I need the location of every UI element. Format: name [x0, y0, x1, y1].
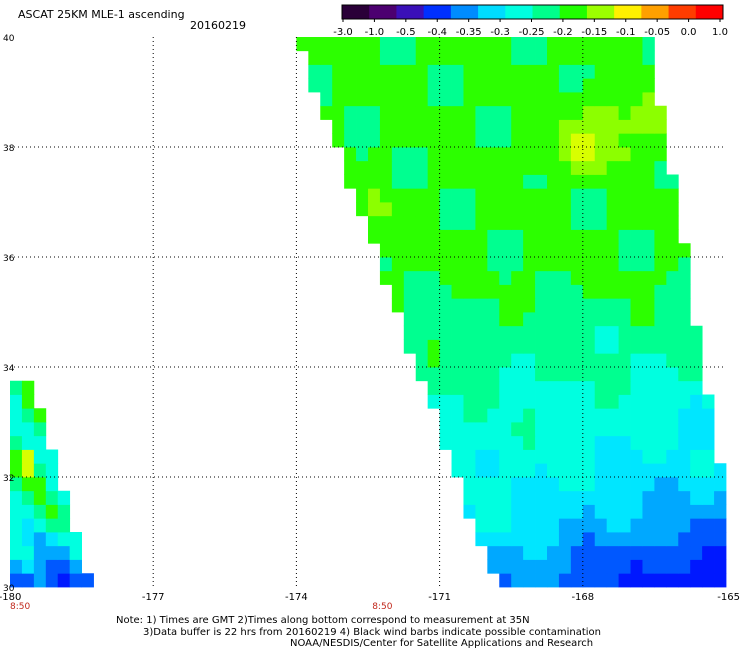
lon-tick-label: -165	[717, 592, 740, 603]
colorbar-tick-label: -0.5	[396, 27, 416, 38]
colorbar-tick-label: -3.0	[333, 27, 353, 38]
wind-swath	[10, 37, 727, 588]
colorbar-tick-label: -0.3	[490, 27, 510, 38]
colorbar-swatch	[695, 5, 724, 19]
colorbar: -3.0 -1.0 -0.5 -0.4 -0.35 -0.3 -0.25 -0.2 -0.15-…	[333, 4, 728, 38]
colorbar-swatch	[532, 5, 561, 19]
colorbar-swatch	[423, 5, 452, 19]
note-line-2: 3)Data buffer is 22 hrs from 20160219 4)…	[143, 627, 601, 638]
colorbar-swatch	[559, 5, 588, 19]
lon-tick-label: -174	[285, 592, 308, 603]
note-line-3: NOAA/NESDIS/Center for Satellite Applica…	[290, 638, 594, 649]
lon-tick-label: -177	[142, 592, 165, 603]
colorbar-swatch	[668, 5, 697, 19]
colorbar-swatch	[369, 5, 397, 19]
time-label: 8:50	[10, 602, 30, 612]
colorbar-tick-label: -0.1	[616, 27, 636, 38]
colorbar-swatch	[641, 5, 670, 19]
colorbar-tick-label: 1.0	[712, 27, 728, 38]
colorbar-tick-label: -0.4	[427, 27, 447, 38]
colorbar-swatch	[450, 5, 479, 19]
lat-tick-label: 40	[3, 34, 15, 44]
colorbar-swatch	[342, 5, 370, 19]
map-date: 20160219	[190, 19, 246, 32]
lon-tick-label: -168	[571, 592, 594, 603]
lon-tick-label: -171	[428, 592, 451, 603]
colorbar-tick-label: -1.0	[365, 27, 385, 38]
colorbar-tick-label: -0.35	[456, 27, 482, 38]
colorbar-swatch	[505, 5, 533, 19]
lon-tick-label: -180	[0, 592, 21, 603]
lat-tick-label: 32	[3, 474, 14, 484]
lat-tick-label: 34	[3, 364, 15, 374]
note-line-1: Note: 1) Times are GMT 2)Times along bot…	[116, 615, 530, 626]
colorbar-swatch	[614, 5, 642, 19]
colorbar-tick-label: -0.05	[644, 27, 670, 38]
axis-labels: 40 38 36 34 32 30-180 -177 -174 -171 -168 -165 8:50…	[0, 34, 740, 612]
lat-tick-label: 38	[3, 144, 15, 154]
colorbar-tick-label: -0.15	[581, 27, 607, 38]
colorbar-swatch	[586, 5, 615, 19]
colorbar-swatches	[341, 4, 724, 20]
time-label: 8:50	[372, 602, 392, 612]
lat-tick-label: 30	[3, 584, 15, 594]
colorbar-tick-label: -0.25	[519, 27, 545, 38]
map-title: ASCAT 25KM MLE-1 ascending	[18, 8, 185, 21]
lat-tick-label: 36	[3, 254, 15, 264]
colorbar-swatch	[396, 5, 425, 19]
colorbar-tick-label: -0.2	[553, 27, 573, 38]
colorbar-swatch	[478, 5, 506, 19]
colorbar-labels: -3.0 -1.0 -0.5 -0.4 -0.35 -0.3 -0.25 -0.2 -0.15-…	[333, 19, 728, 38]
colorbar-tick-label: 0.0	[681, 27, 697, 38]
lat-lon-grid	[10, 37, 726, 587]
